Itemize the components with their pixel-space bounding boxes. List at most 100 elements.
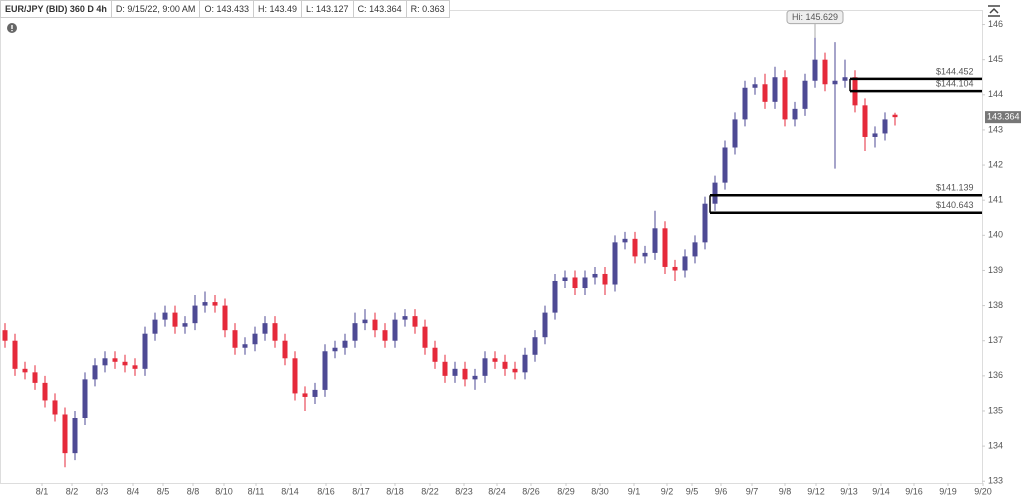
x-tick-label: 8/16 <box>317 486 335 496</box>
y-tick-label: 133 <box>988 476 1003 486</box>
y-tick-label: 142 <box>988 159 1003 169</box>
candle-body <box>162 312 168 320</box>
y-tick-label: 140 <box>988 230 1003 240</box>
candle-body <box>282 340 288 359</box>
level-label: $144.104 <box>936 79 974 89</box>
candle-body <box>412 316 418 327</box>
candle-body <box>232 330 238 348</box>
candle-body <box>212 302 218 306</box>
candle-body <box>22 368 28 373</box>
x-tick-label: 8/2 <box>66 486 79 496</box>
candle-body <box>682 256 688 271</box>
candle-body <box>752 84 758 88</box>
menu-icon[interactable] <box>988 5 1000 17</box>
candle-body <box>112 358 118 362</box>
candle-body <box>532 337 538 355</box>
candle-body <box>72 418 78 454</box>
candle-body <box>242 344 248 348</box>
candle-body <box>762 84 768 102</box>
x-tick-label: 8/1 <box>36 486 49 496</box>
candle-body <box>542 312 548 338</box>
candle-body <box>332 347 338 352</box>
x-tick-label: 9/6 <box>715 486 728 496</box>
y-tick-label: 138 <box>988 300 1003 310</box>
x-tick-label: 8/30 <box>591 486 609 496</box>
symbol: EUR/JPY (BID) 360 D 4h <box>0 0 112 18</box>
x-tick-label: 8/8 <box>187 486 200 496</box>
candle-body <box>312 389 318 397</box>
candle-body <box>812 59 818 81</box>
candle-body <box>862 105 868 137</box>
candle-body <box>32 372 38 383</box>
candle-body <box>152 319 158 334</box>
range: R: 0.363 <box>406 0 450 18</box>
candle-body <box>592 273 598 278</box>
x-tick-label: 8/10 <box>215 486 233 496</box>
candle-body <box>792 108 798 120</box>
candle-body <box>722 147 728 183</box>
candle-body <box>382 330 388 341</box>
low: L: 143.127 <box>302 0 354 18</box>
candle-body <box>842 77 848 81</box>
x-tick-label: 9/2 <box>661 486 674 496</box>
candle-body <box>482 358 488 376</box>
high: H: 143.49 <box>253 0 303 18</box>
y-tick-label: 146 <box>988 19 1003 29</box>
candle-body <box>802 80 808 109</box>
x-tick-label: 8/4 <box>127 486 140 496</box>
candle-body <box>442 361 448 376</box>
y-tick-label: 134 <box>988 440 1003 450</box>
x-tick-label: 8/23 <box>455 486 473 496</box>
candle-body <box>182 323 188 327</box>
candle-body <box>822 59 828 85</box>
x-tick-label: 9/5 <box>686 486 699 496</box>
candle-body <box>672 266 678 271</box>
candle-body <box>432 347 438 362</box>
x-tick-label: 8/11 <box>248 486 265 496</box>
candle-body <box>622 238 628 243</box>
x-tick-label: 9/8 <box>779 486 792 496</box>
x-tick-label: 8/17 <box>352 486 370 496</box>
candle-body <box>612 242 618 285</box>
candle-body <box>202 302 208 306</box>
last-price-badge <box>985 111 1021 124</box>
candle-body <box>472 375 478 380</box>
candle-body <box>362 319 368 324</box>
y-tick-label: 135 <box>988 405 1003 415</box>
candle-body <box>292 358 298 394</box>
candle-body <box>742 87 748 120</box>
candle-body <box>892 114 898 118</box>
y-tick-label: 144 <box>988 89 1003 99</box>
y-tick-label: 141 <box>988 195 1003 205</box>
x-tick-label: 9/19 <box>939 486 957 496</box>
candle-body <box>132 365 138 369</box>
x-tick-label: 8/14 <box>281 486 299 496</box>
date: D: 9/15/22, 9:00 AM <box>111 0 201 18</box>
candle-body <box>562 277 568 281</box>
x-tick-label: 8/18 <box>386 486 404 496</box>
x-tick-label: 9/20 <box>974 486 992 496</box>
x-tick-label: 9/16 <box>905 486 923 496</box>
candle-body <box>252 333 258 345</box>
candle-body <box>42 382 48 401</box>
y-tick-label: 139 <box>988 265 1003 275</box>
header-bar: EUR/JPY (BID) 360 D 4h D: 9/15/22, 9:00 … <box>0 0 450 18</box>
candle-body <box>582 277 588 289</box>
candle-body <box>632 238 638 257</box>
candle-body <box>772 77 778 102</box>
candle-body <box>262 323 268 334</box>
candle-body <box>782 77 788 120</box>
candle-body <box>832 80 838 85</box>
y-tick-label: 145 <box>988 54 1003 64</box>
candle-body <box>512 368 518 373</box>
candle-body <box>192 305 198 324</box>
close: C: 143.364 <box>353 0 407 18</box>
candle-body <box>692 242 698 257</box>
last-price-label: 143.364 <box>987 112 1020 122</box>
info-icon-glyph <box>11 25 13 29</box>
candle-body <box>122 361 128 366</box>
candle-body <box>222 305 228 331</box>
candle-body <box>372 319 378 331</box>
level-label: $144.452 <box>936 66 974 76</box>
candle-body <box>402 316 408 320</box>
